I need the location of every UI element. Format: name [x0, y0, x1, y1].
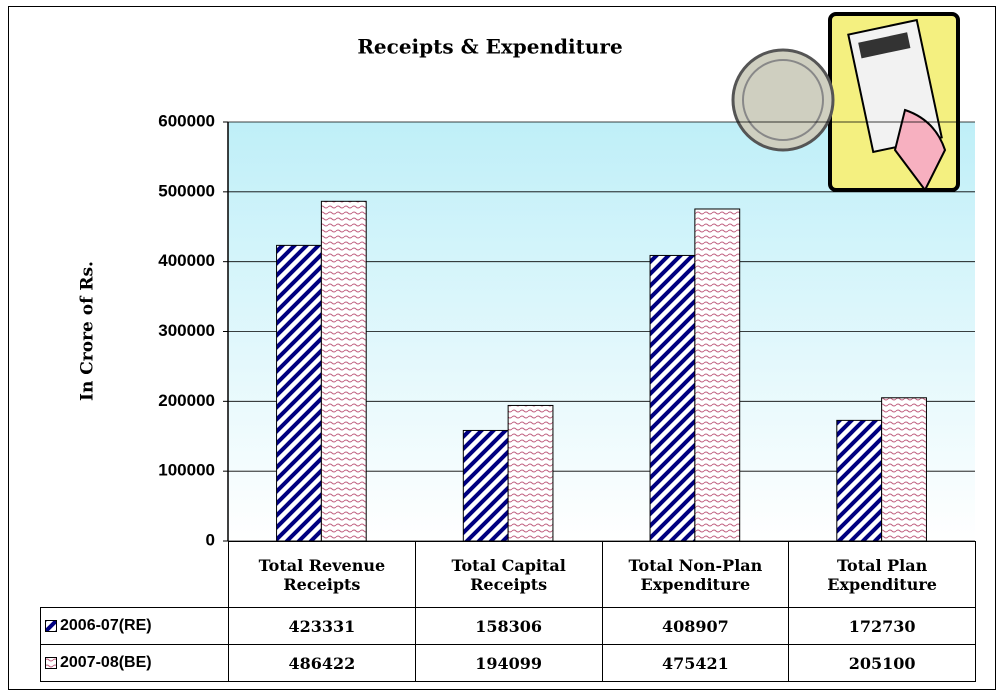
chart-title: Receipts & Expenditure [357, 35, 622, 59]
y-tick-label: 500000 [158, 181, 215, 200]
value-cell: 423331 [229, 608, 416, 645]
legend-swatch [46, 620, 57, 631]
category-label: Total Plan Expenditure [789, 542, 976, 608]
bar [650, 255, 695, 541]
bar [882, 398, 927, 541]
value-cell: 194099 [415, 645, 602, 682]
value-cell: 172730 [789, 608, 976, 645]
category-label: Total Revenue Receipts [229, 542, 416, 608]
legend-label: 2006-07(RE) [60, 617, 152, 634]
legend-key [45, 657, 57, 669]
legend-cell: 2007-08(BE) [41, 645, 229, 682]
legend-label: 2007-08(BE) [60, 654, 152, 671]
bar [837, 420, 882, 541]
bar [321, 201, 366, 541]
page: Receipts & Expenditure In Crore of Rs. 0… [0, 0, 1005, 694]
value-cell: 408907 [602, 608, 789, 645]
bar [508, 405, 553, 541]
category-label: Total Capital Receipts [415, 542, 602, 608]
y-axis-title: In Crore of Rs. [78, 261, 98, 401]
y-tick-label: 200000 [158, 391, 215, 410]
y-tick-label: 100000 [158, 461, 215, 480]
y-tick-label: 300000 [158, 321, 215, 340]
value-cell: 158306 [415, 608, 602, 645]
y-tick-label: 400000 [158, 251, 215, 270]
bar [463, 430, 508, 541]
legend-key [45, 620, 57, 632]
y-tick-label: 600000 [158, 111, 215, 130]
bar [695, 209, 740, 541]
blank-cell [41, 542, 229, 608]
legend-swatch [46, 657, 57, 668]
legend-cell: 2006-07(RE) [41, 608, 229, 645]
value-cell: 205100 [789, 645, 976, 682]
value-cell: 475421 [602, 645, 789, 682]
value-cell: 486422 [229, 645, 416, 682]
bar [277, 245, 322, 541]
category-label: Total Non-Plan Expenditure [602, 542, 789, 608]
